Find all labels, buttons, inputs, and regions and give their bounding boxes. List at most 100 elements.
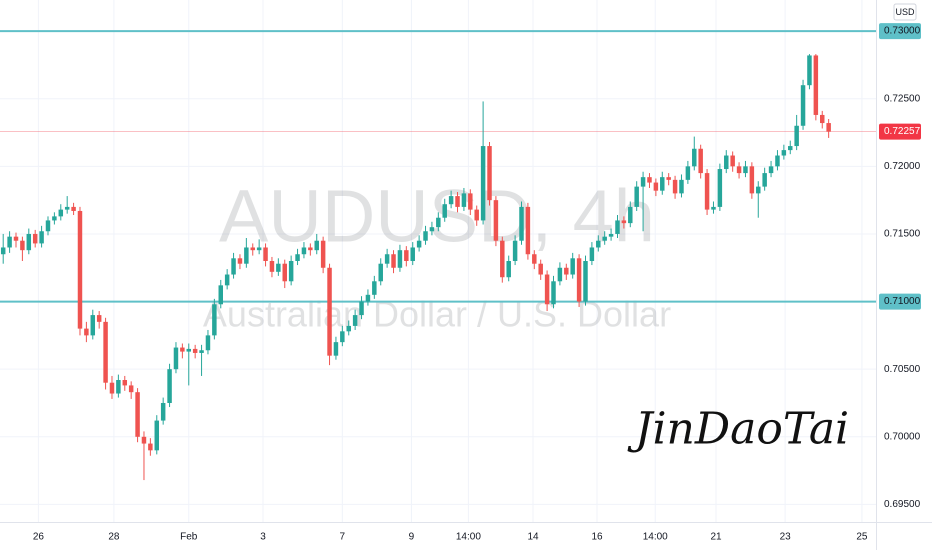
- candle-body: [756, 186, 761, 194]
- candle-body: [564, 267, 569, 275]
- levels: [0, 30, 876, 303]
- candle-body: [551, 281, 556, 305]
- candle-body: [404, 250, 409, 261]
- candle-body: [506, 261, 511, 278]
- candle-body: [423, 231, 428, 241]
- x-tick-label: 3: [260, 532, 266, 543]
- candle-body: [180, 347, 185, 352]
- candle-body: [608, 233, 614, 237]
- candle-body: [256, 247, 262, 251]
- candle-body: [519, 206, 524, 241]
- candle-body: [532, 254, 537, 264]
- candle-body: [20, 240, 25, 251]
- candle-body: [724, 155, 729, 170]
- candle-body: [576, 258, 582, 302]
- candle-body: [436, 217, 441, 228]
- price-level-box: [879, 123, 921, 140]
- candle-body: [359, 301, 364, 316]
- axes: 0.69500 0.70000 0.70500 0.71000 0.71500 0.720…: [33, 23, 921, 543]
- candle-body: [391, 254, 396, 268]
- x-tick-label: 25: [856, 532, 868, 543]
- candle-body: [544, 274, 550, 305]
- candle-body: [77, 210, 83, 329]
- candles: [0, 54, 831, 481]
- candle-body: [487, 146, 492, 201]
- candle-body: [468, 193, 473, 210]
- candle-body: [429, 227, 435, 232]
- candle-body: [583, 261, 588, 302]
- candle-body: [455, 196, 460, 207]
- candle-body: [679, 179, 684, 194]
- x-tick-label: 9: [409, 532, 415, 543]
- candle-body: [589, 247, 595, 261]
- candle-body: [640, 177, 646, 187]
- candle-body: [58, 209, 64, 217]
- price-level-label: 0.71000: [884, 296, 921, 307]
- candle-body: [448, 196, 454, 205]
- x-tick-label: 14:00: [456, 532, 481, 543]
- signature: JinDaoTai: [627, 404, 849, 455]
- candle-body: [704, 173, 710, 210]
- x-tick-label: 23: [780, 532, 792, 543]
- x-tick-label: 14: [527, 532, 539, 543]
- candle-body: [7, 236, 12, 248]
- candle-body: [781, 150, 787, 156]
- candle-body: [173, 347, 179, 370]
- candle-body: [340, 331, 345, 343]
- candle-body: [692, 148, 697, 167]
- watermark-subtitle: Australian Dollar / U.S. Dollar: [203, 294, 671, 335]
- candle-body: [186, 348, 192, 352]
- candle-body: [672, 179, 678, 194]
- candle-body: [378, 263, 383, 282]
- candle-body: [480, 146, 486, 221]
- candle-body: [762, 173, 767, 187]
- candle-body: [212, 304, 217, 336]
- candle-body: [276, 263, 281, 272]
- x-tick-label: 21: [710, 532, 722, 543]
- candle-body: [39, 231, 44, 244]
- candle-body: [634, 186, 639, 207]
- candle-body: [231, 258, 236, 275]
- y-tick-label: 0.69500: [884, 499, 921, 510]
- candle-body: [410, 247, 415, 261]
- candle-body: [826, 123, 831, 132]
- candle-body: [365, 294, 371, 302]
- candle-body: [570, 258, 575, 275]
- candle-body: [660, 177, 665, 191]
- price-level-label: 0.73000: [884, 26, 921, 37]
- candle-body: [109, 382, 115, 394]
- candle-body: [26, 233, 32, 251]
- candle-body: [666, 177, 671, 180]
- y-tick-label: 0.70500: [884, 364, 921, 375]
- candle-body: [820, 114, 825, 124]
- candle-body: [346, 325, 351, 332]
- x-tick-label: Feb: [180, 532, 198, 543]
- candle-body: [685, 166, 691, 180]
- candle-body: [205, 335, 211, 351]
- candle-body: [71, 206, 76, 211]
- candle-body: [218, 285, 223, 305]
- candle-body: [192, 348, 198, 353]
- candle-body: [621, 220, 627, 224]
- candle-body: [698, 148, 703, 174]
- candle-body: [244, 247, 249, 264]
- candle-body: [442, 204, 447, 218]
- candle-body: [314, 240, 319, 251]
- candle-body: [301, 247, 307, 255]
- candle-body: [333, 342, 339, 356]
- candle-body: [788, 146, 793, 151]
- candle-body: [800, 85, 806, 126]
- candle-body: [122, 380, 128, 386]
- candle-body: [384, 254, 390, 264]
- candle-body: [768, 166, 774, 174]
- watermark-title: AUDUSD, 4h: [219, 175, 655, 258]
- candle-body: [84, 328, 89, 336]
- candle-body: [615, 220, 620, 234]
- x-tick-label: 26: [33, 532, 45, 543]
- candle-body: [775, 155, 780, 167]
- price-level-label: 0.72257: [884, 126, 921, 137]
- candle-body: [237, 258, 243, 264]
- y-tick-label: 0.70000: [884, 431, 921, 442]
